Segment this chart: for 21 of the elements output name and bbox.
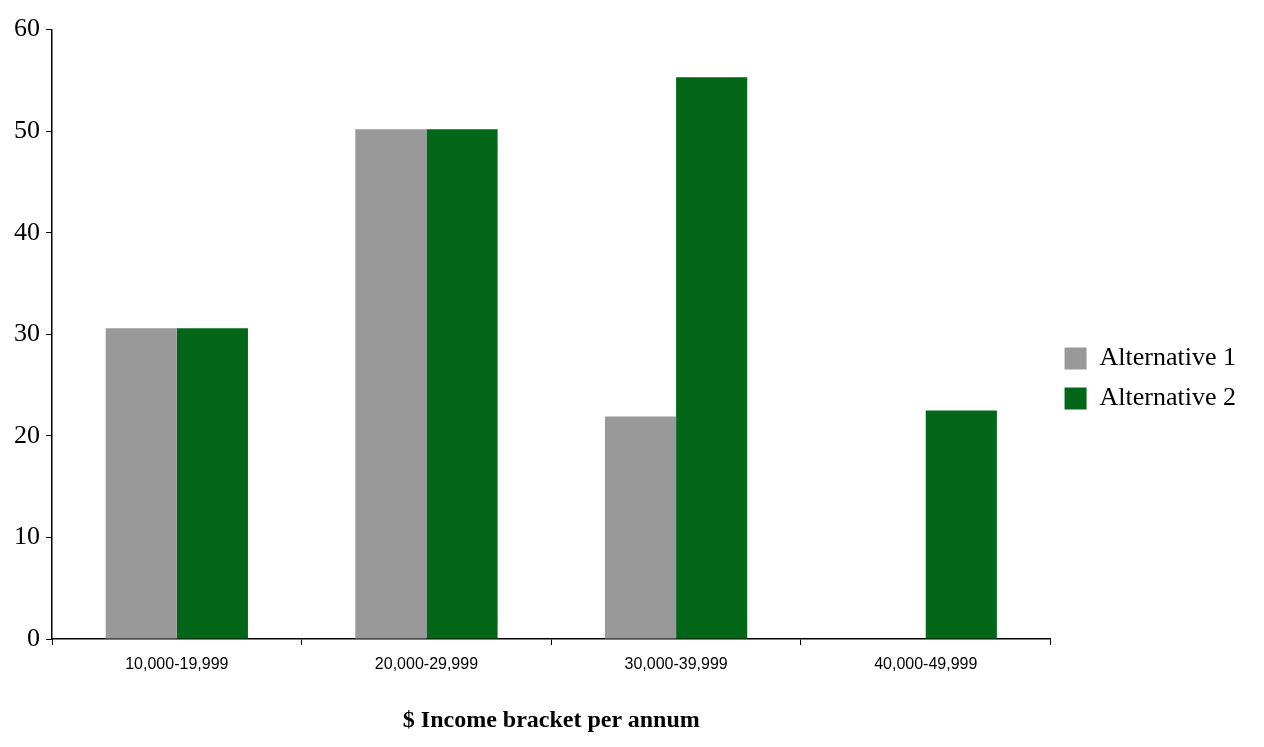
x-tick-label: 20,000-29,999 (374, 655, 479, 673)
x-axis-title: $ Income bracket per annum (402, 705, 700, 732)
legend-label: Alternative 2 (1099, 382, 1236, 412)
bar (355, 129, 427, 639)
bar (925, 410, 997, 639)
y-tick-label: 40 (14, 216, 40, 246)
y-tick-label: 20 (14, 419, 40, 449)
y-tick-label: 50 (14, 114, 40, 144)
x-tick-label: 10,000-19,999 (125, 655, 229, 673)
legend-label: Alternative 1 (1099, 342, 1236, 372)
bar (105, 328, 177, 639)
bar (176, 328, 248, 639)
y-tick-label: 10 (14, 521, 40, 551)
y-tick-label: 0 (27, 622, 40, 652)
x-tick-label: 40,000-49,999 (874, 655, 978, 673)
y-tick-label: 30 (14, 318, 40, 348)
x-tick-label: 30,000-39,999 (624, 655, 728, 673)
bar (604, 416, 677, 639)
bar (676, 77, 748, 639)
bar (426, 129, 498, 639)
y-tick-label: 60 (14, 13, 40, 43)
